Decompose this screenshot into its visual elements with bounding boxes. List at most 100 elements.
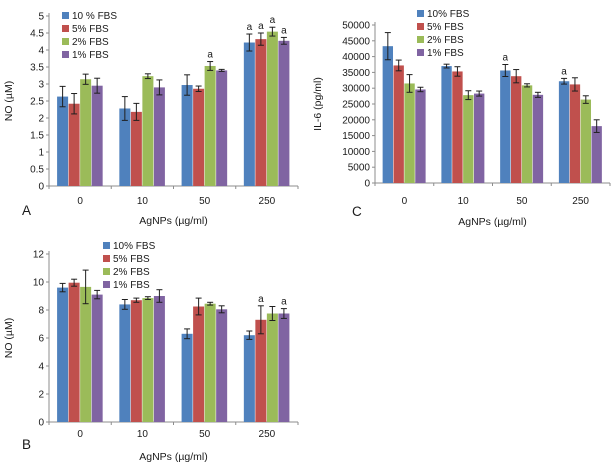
legend-swatch xyxy=(103,281,110,288)
x-tick-label: 250 xyxy=(572,196,589,207)
bar xyxy=(255,319,267,422)
series-2%-fbs xyxy=(80,269,278,422)
series-10%-fbs xyxy=(57,282,255,422)
bar xyxy=(278,313,290,422)
significance-label: a xyxy=(503,53,509,64)
series-1%-fbs: a xyxy=(91,25,290,186)
y-tick-label: 2.5 xyxy=(30,97,44,108)
y-axis-title: NO (µM) xyxy=(3,81,15,121)
chart-panel-B: 0 2 4 6 8 10 12 0 10 50 250 a a AgNPs (µg/ml) NO (µM) B… xyxy=(0,232,307,469)
y-tick-label: 35000 xyxy=(342,68,370,79)
series-1%-fbs xyxy=(415,86,602,183)
bar xyxy=(441,66,452,183)
bar xyxy=(130,300,142,422)
y-tick-label: 15000 xyxy=(342,131,370,142)
x-tick-label: 50 xyxy=(516,196,528,207)
series-1%-fbs: a xyxy=(91,289,290,422)
bar xyxy=(91,294,103,422)
bar xyxy=(119,304,131,422)
significance-label: a xyxy=(561,66,567,77)
bar xyxy=(130,111,142,186)
bar xyxy=(278,40,290,186)
x-tick-label: 250 xyxy=(259,196,276,207)
x-axis-title: AgNPs (µg/ml) xyxy=(139,215,207,227)
panel-letter: A xyxy=(22,203,31,218)
x-axis: 0 10 50 250 xyxy=(48,185,299,207)
bar xyxy=(57,287,69,422)
legend-label: 1% FBS xyxy=(113,280,150,291)
y-tick-label: 45000 xyxy=(342,36,370,47)
legend-swatch xyxy=(103,255,110,262)
bar xyxy=(216,70,228,186)
bar xyxy=(153,87,165,186)
bar xyxy=(181,333,193,422)
y-tick-label: 10000 xyxy=(342,147,370,158)
x-tick-label: 250 xyxy=(259,429,276,440)
bar xyxy=(521,85,533,183)
bar xyxy=(558,81,570,183)
series-2%-fbs: aa xyxy=(80,15,278,186)
bar xyxy=(569,84,581,183)
y-tick-label: 1.5 xyxy=(30,131,44,142)
legend-swatch xyxy=(62,38,69,45)
legend: 10 % FBS 5% FBS 2% FBS 1% FBS xyxy=(62,11,117,61)
bar xyxy=(463,95,474,183)
y-axis: 0 2 4 6 8 10 12 xyxy=(33,250,50,429)
significance-label: a xyxy=(258,294,264,305)
bar xyxy=(580,99,591,183)
bar xyxy=(452,71,463,183)
bar xyxy=(193,306,205,422)
legend-swatch xyxy=(103,242,110,249)
legend-label: 1% FBS xyxy=(72,50,109,61)
y-tick-label: 6 xyxy=(38,334,44,345)
legend-label: 2% FBS xyxy=(113,267,150,278)
bar xyxy=(142,76,154,186)
x-tick-label: 10 xyxy=(137,196,149,207)
significance-label: a xyxy=(247,22,253,33)
y-tick-label: 5000 xyxy=(348,163,371,174)
bar xyxy=(511,76,522,183)
series-2%-fbs xyxy=(404,74,591,183)
chart-B: 0 2 4 6 8 10 12 0 10 50 250 a a AgNPs (µg/ml) NO (µM) B… xyxy=(3,241,299,463)
y-tick-label: 0 xyxy=(364,179,370,190)
bar xyxy=(153,296,165,422)
bar xyxy=(68,282,80,422)
bar xyxy=(216,309,228,422)
legend-label: 10 % FBS xyxy=(72,11,117,22)
y-tick-label: 0.5 xyxy=(30,165,44,176)
x-axis-title: AgNPs (µg/ml) xyxy=(458,216,526,228)
bar xyxy=(591,126,602,183)
series-5%-fbs xyxy=(393,59,581,183)
series-5%-fbs: a xyxy=(68,21,267,187)
series-10%-fbs: aa xyxy=(382,32,570,184)
y-tick-label: 4.5 xyxy=(30,29,44,40)
y-tick-label: 10 xyxy=(33,278,45,289)
y-tick-label: 3.5 xyxy=(30,63,44,74)
y-axis: 0 0.5 1 1.5 2 2.5 3 3.5 4 4.5 5 xyxy=(30,12,50,193)
panel-letter: B xyxy=(22,437,31,452)
significance-label: a xyxy=(258,21,264,32)
legend-swatch xyxy=(62,12,69,19)
chart-panel-A: 0 0.5 1 1.5 2 2.5 3 3.5 4 4.5 5 0 10 50 250 a a a a a AgNPs … xyxy=(0,0,307,232)
y-tick-label: 50000 xyxy=(342,21,370,32)
y-tick-label: 12 xyxy=(33,250,45,261)
x-tick-label: 10 xyxy=(137,429,149,440)
x-tick-label: 50 xyxy=(199,196,211,207)
legend: 10% FBS 5% FBS 2% FBS 1% FBS xyxy=(417,9,470,59)
legend-label: 2% FBS xyxy=(427,35,464,46)
chart-C: 0 5000 10000 15000 20000 25000 30000 35000 40000… xyxy=(312,9,611,228)
y-tick-label: 3 xyxy=(38,80,44,91)
bar xyxy=(266,31,278,186)
panel-letter: C xyxy=(352,204,362,219)
legend-swatch xyxy=(62,25,69,32)
legend-label: 5% FBS xyxy=(427,22,464,33)
y-tick-label: 0 xyxy=(38,182,44,193)
legend: 10% FBS 5% FBS 2% FBS 1% FBS xyxy=(103,241,156,291)
x-tick-label: 0 xyxy=(402,196,408,207)
chart-panel-C: 0 5000 10000 15000 20000 25000 30000 35000 40000… xyxy=(307,0,614,232)
bar xyxy=(532,94,544,183)
x-tick-label: 50 xyxy=(199,429,211,440)
y-tick-label: 2 xyxy=(38,390,44,401)
y-axis-title: IL-6 (pg/ml) xyxy=(312,77,324,131)
